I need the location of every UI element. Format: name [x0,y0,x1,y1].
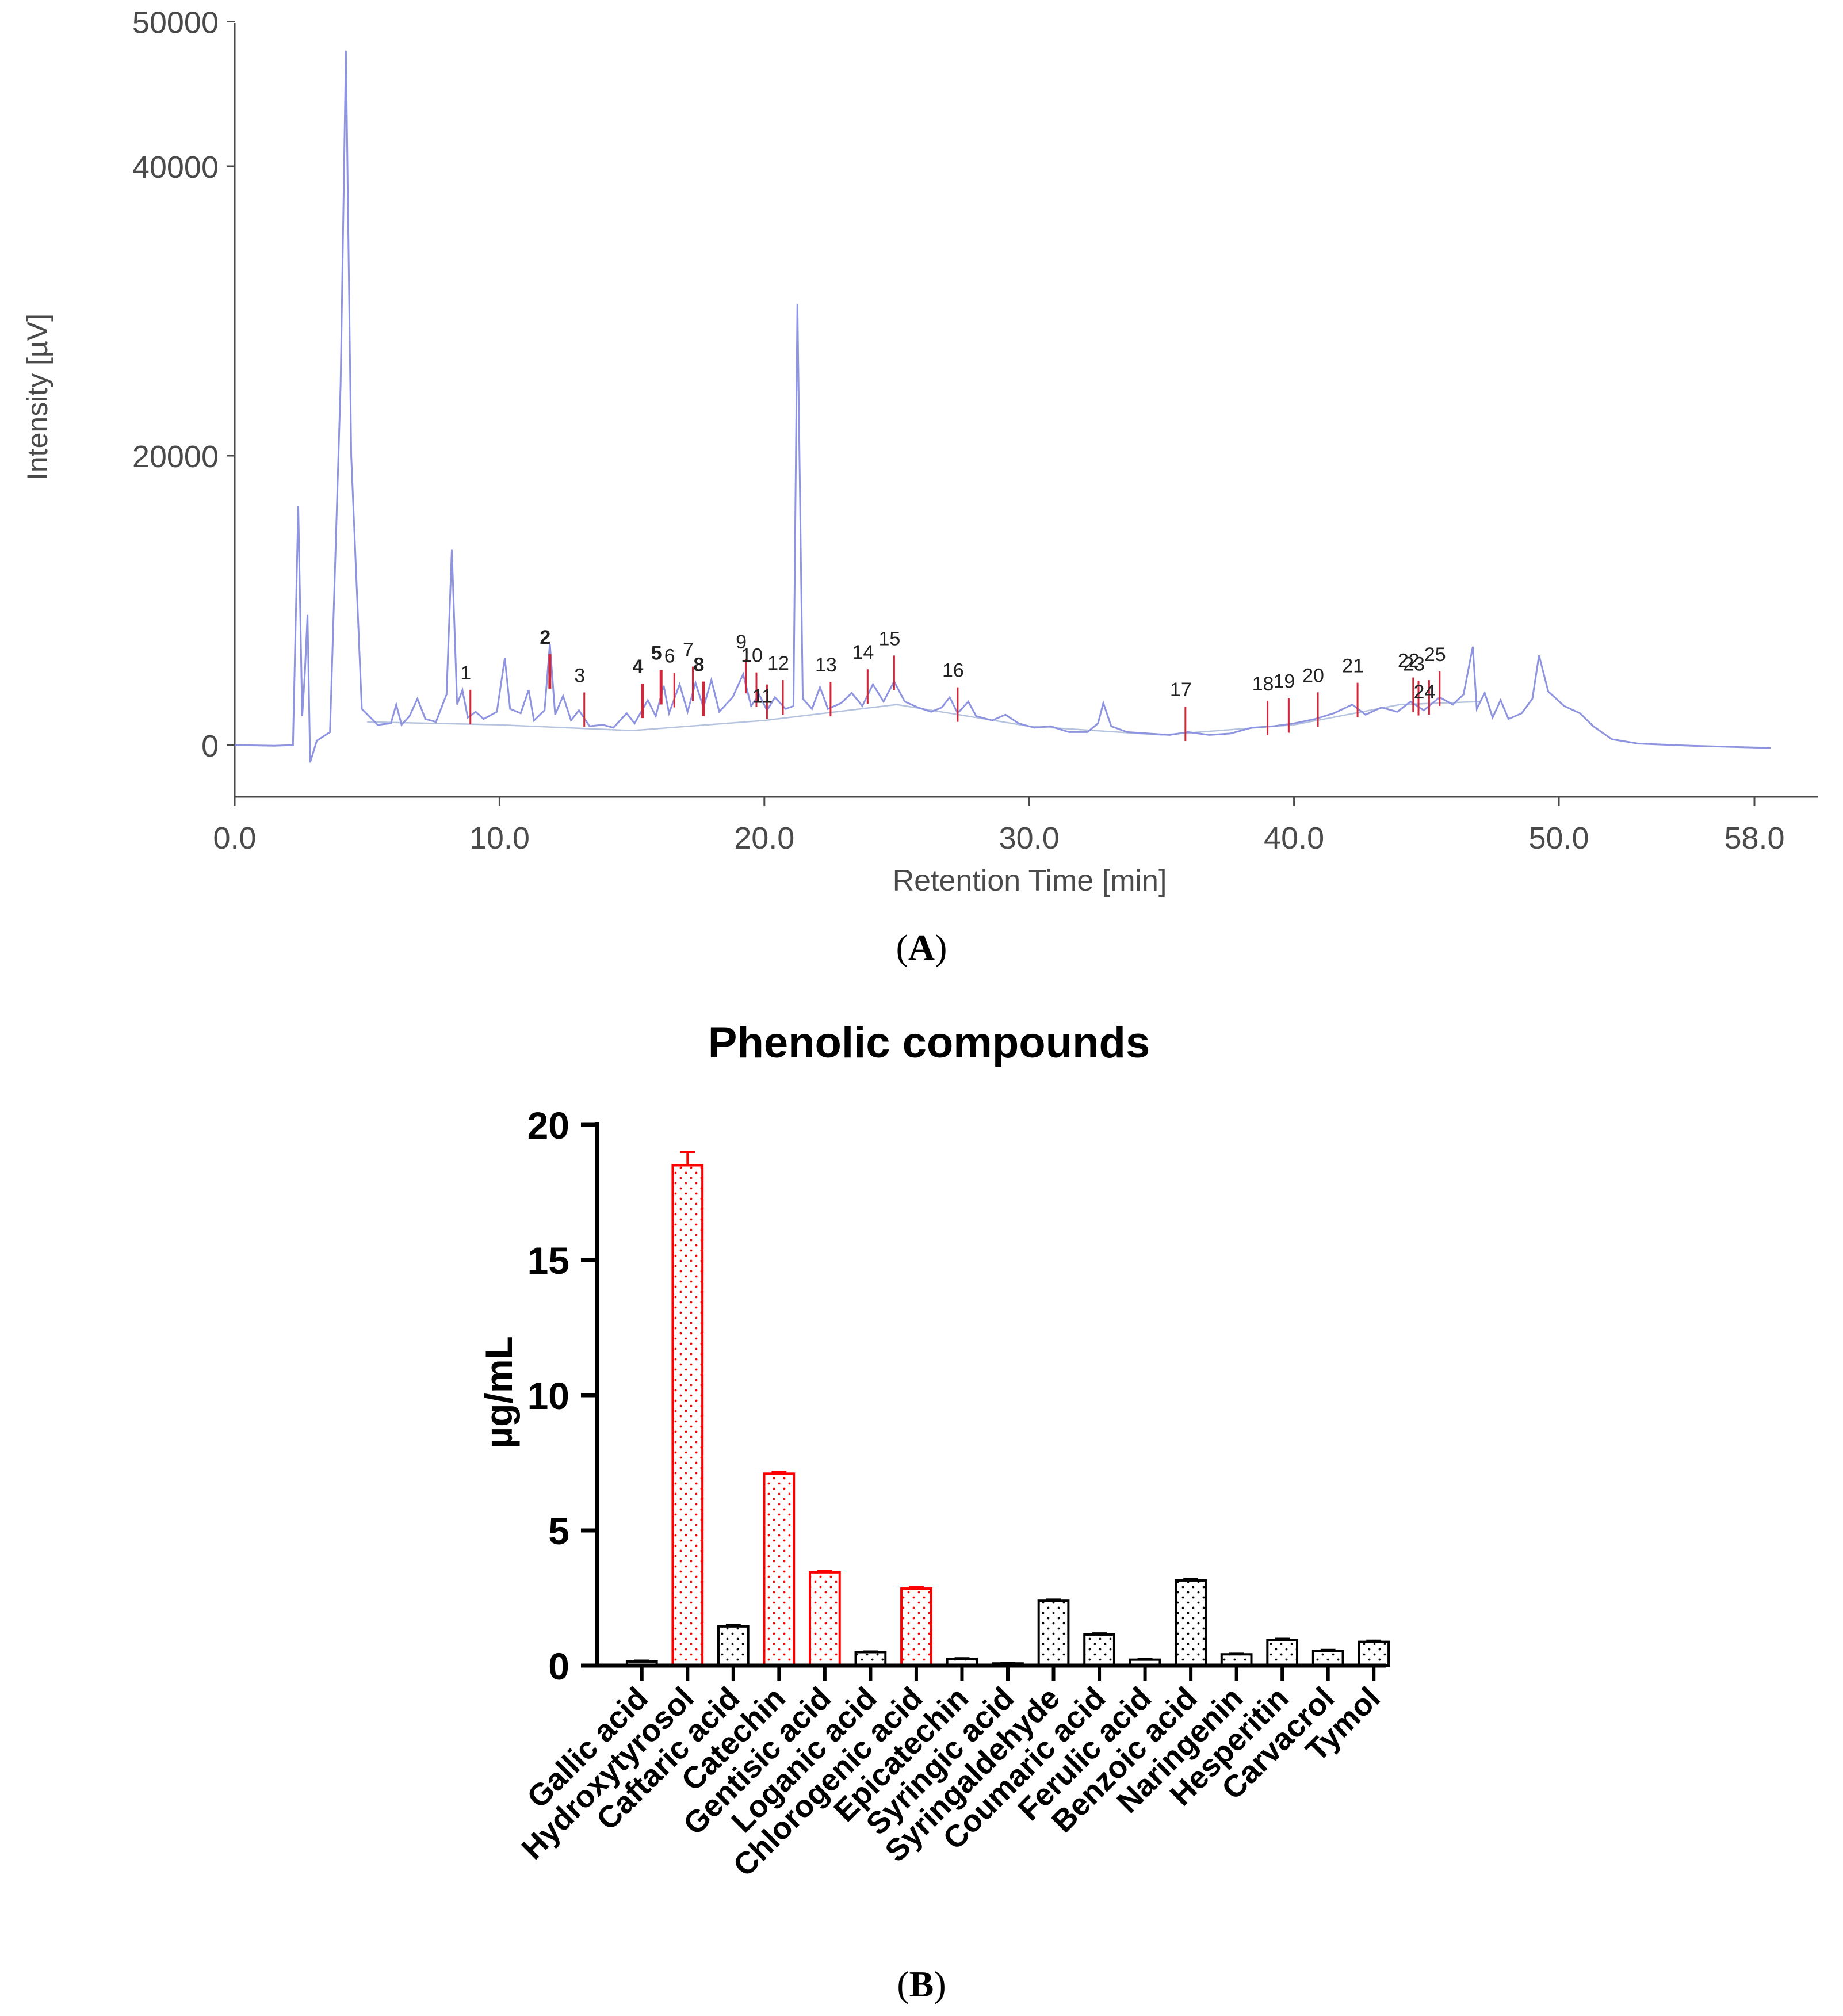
peak-label: 17 [1170,679,1192,701]
chromatogram-y-tick-label: 40000 [132,150,219,185]
peak-label: 18 [1252,673,1274,695]
chromatogram-y-ticks: 0 20000 40000 50000 [132,6,235,763]
peak-label: 4 [633,656,644,678]
bar-chart-y-tick-label: 0 [548,1645,569,1687]
peak-label: 14 [852,642,874,663]
bar-chart-y-tick-label: 20 [527,1104,569,1147]
peak-label: 12 [767,652,789,674]
bar [900,1587,932,1667]
chromatogram-x-ticks: 0.0 10.0 20.0 30.0 40.0 50.0 58.0 [213,797,1785,856]
chromatogram-x-tick-label: 40.0 [1264,821,1324,856]
chromatogram-x-tick-label: 0.0 [213,821,256,856]
chromatogram-trace [234,50,1771,763]
peak-label: 5 [651,642,662,664]
peak-label: 9 [736,631,747,653]
bar [1083,1633,1115,1667]
bar-chart-y-tick-label: 10 [527,1374,569,1417]
peak-label: 20 [1302,665,1324,686]
chromatogram-x-tick-label: 20.0 [734,821,794,856]
peak-label: 23 [1403,654,1425,675]
bar [717,1625,750,1667]
peak-label: 3 [574,665,585,686]
bar [1175,1579,1207,1667]
chromatogram-x-tick-label: 50.0 [1528,821,1589,856]
peak-label: 8 [693,654,704,676]
bar [671,1164,704,1667]
peak-label: 1 [460,662,471,684]
bar-chart-title: Phenolic compounds [708,1018,1150,1067]
bar [763,1472,796,1667]
peak-label: 22 [1398,650,1420,672]
bar [1037,1599,1070,1667]
chromatogram-y-tick-label: 50000 [132,6,219,40]
bar [1358,1640,1390,1667]
peak-label: 25 [1424,644,1446,666]
chromatogram-y-axis-label: Intensity [µV] [21,314,53,480]
chromatogram-x-tick-label: 10.0 [469,821,530,856]
bar [1266,1639,1299,1667]
bar-chart-bars [625,1151,1390,1667]
peak-label: 24 [1413,681,1435,703]
peak-label: 10 [741,645,763,667]
bar-chart-y-tick-label: 15 [527,1239,569,1282]
peak-label: 21 [1342,655,1364,677]
bar-chart-y-tick-label: 5 [548,1510,569,1552]
peak-label: 7 [683,639,694,661]
peak-label: 13 [815,654,837,676]
panel-b-label: (B) [897,1964,946,2004]
peak-label: 15 [878,628,900,650]
chromatogram-y-tick-label: 0 [201,729,219,763]
bar [1311,1650,1344,1667]
bar [854,1651,887,1667]
peak-label: 11 [752,686,773,708]
bar-chart-y-ticks: 0 5 10 15 20 [527,1104,597,1687]
chromatogram-x-tick-label: 58.0 [1724,821,1784,856]
bar-chart-y-axis-label: µg/mL [477,1336,520,1449]
chromatogram-y-tick-label: 20000 [132,440,219,474]
chromatogram-baseline [367,701,1479,736]
peak-label: 6 [664,646,675,667]
bar [809,1571,841,1667]
peak-label: 19 [1273,671,1295,693]
panel-a-label: (A) [896,927,947,968]
chromatogram-x-tick-label: 30.0 [999,821,1060,856]
chromatogram-x-axis-label: Retention Time [min] [893,864,1167,898]
peak-label: 2 [540,627,550,648]
phenolic-bar-chart: Phenolic compounds µg/mL 0 5 10 15 20 Gallic… [477,1018,1390,1883]
peak-label: 16 [942,660,964,682]
